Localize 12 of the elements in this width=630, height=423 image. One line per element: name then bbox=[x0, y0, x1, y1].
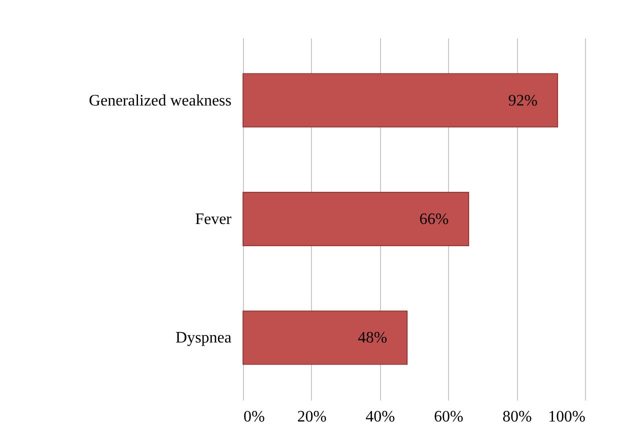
x-tick-label: 100% bbox=[548, 408, 586, 423]
data-label: 66% bbox=[419, 211, 449, 228]
data-label: 48% bbox=[358, 330, 388, 347]
y-tick-label: Dyspnea bbox=[176, 330, 232, 347]
y-tick-label: Fever bbox=[195, 211, 232, 228]
x-tick-label: 60% bbox=[434, 408, 464, 423]
x-tick-label: 0% bbox=[244, 408, 265, 423]
data-label: 92% bbox=[508, 92, 538, 110]
x-tick-label: 80% bbox=[502, 408, 532, 423]
x-tick-label: 40% bbox=[366, 408, 395, 423]
y-tick-label: Generalized weakness bbox=[88, 92, 232, 110]
x-tick-label: 20% bbox=[297, 408, 327, 423]
